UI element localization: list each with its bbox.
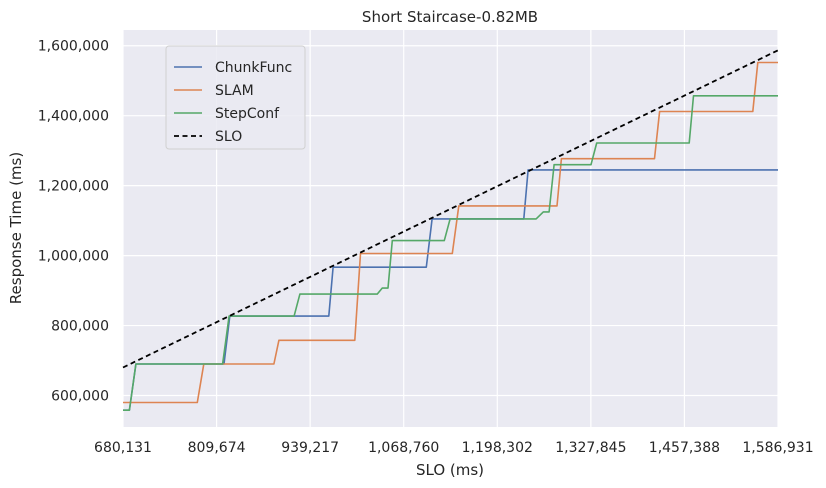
x-tick-label: 1,198,302 <box>462 440 533 456</box>
legend-label-slo: SLO <box>215 129 242 145</box>
y-tick-label: 1,000,000 <box>38 249 109 265</box>
y-tick-labels: 600,000 800,000 1,000,000 1,200,000 1,400,00… <box>38 39 109 405</box>
legend-label-chunkfunc: ChunkFunc <box>215 60 292 76</box>
y-tick-label: 1,400,000 <box>38 109 109 125</box>
x-tick-label: 809,674 <box>188 440 246 456</box>
x-tick-labels: 680,131 809,674 939,217 1,068,760 1,198,302 1… <box>94 440 814 456</box>
y-axis-label: Response Time (ms) <box>7 152 25 304</box>
series-line-slam <box>123 61 778 404</box>
series-lines <box>122 49 779 411</box>
x-tick-label: 1,327,845 <box>555 440 626 456</box>
series-line-stepconf <box>123 95 778 411</box>
chart-title: Short Staircase-0.82MB <box>362 8 538 26</box>
x-tick-label: 680,131 <box>94 440 152 456</box>
legend-label-slam: SLAM <box>215 83 254 99</box>
y-tick-label: 1,600,000 <box>38 39 109 55</box>
x-tick-label: 1,068,760 <box>368 440 439 456</box>
series-line-slo <box>122 49 779 369</box>
y-tick-label: 600,000 <box>51 389 109 405</box>
x-tick-label: 1,586,931 <box>742 440 813 456</box>
legend: ChunkFunc SLAM StepConf SLO <box>165 45 306 150</box>
x-tick-label: 939,217 <box>281 440 339 456</box>
y-tick-label: 1,200,000 <box>38 179 109 195</box>
y-tick-label: 800,000 <box>51 319 109 335</box>
legend-box <box>165 45 306 150</box>
x-tick-label: 1,457,388 <box>649 440 720 456</box>
legend-label-stepconf: StepConf <box>215 106 280 122</box>
x-axis-label: SLO (ms) <box>416 461 484 479</box>
